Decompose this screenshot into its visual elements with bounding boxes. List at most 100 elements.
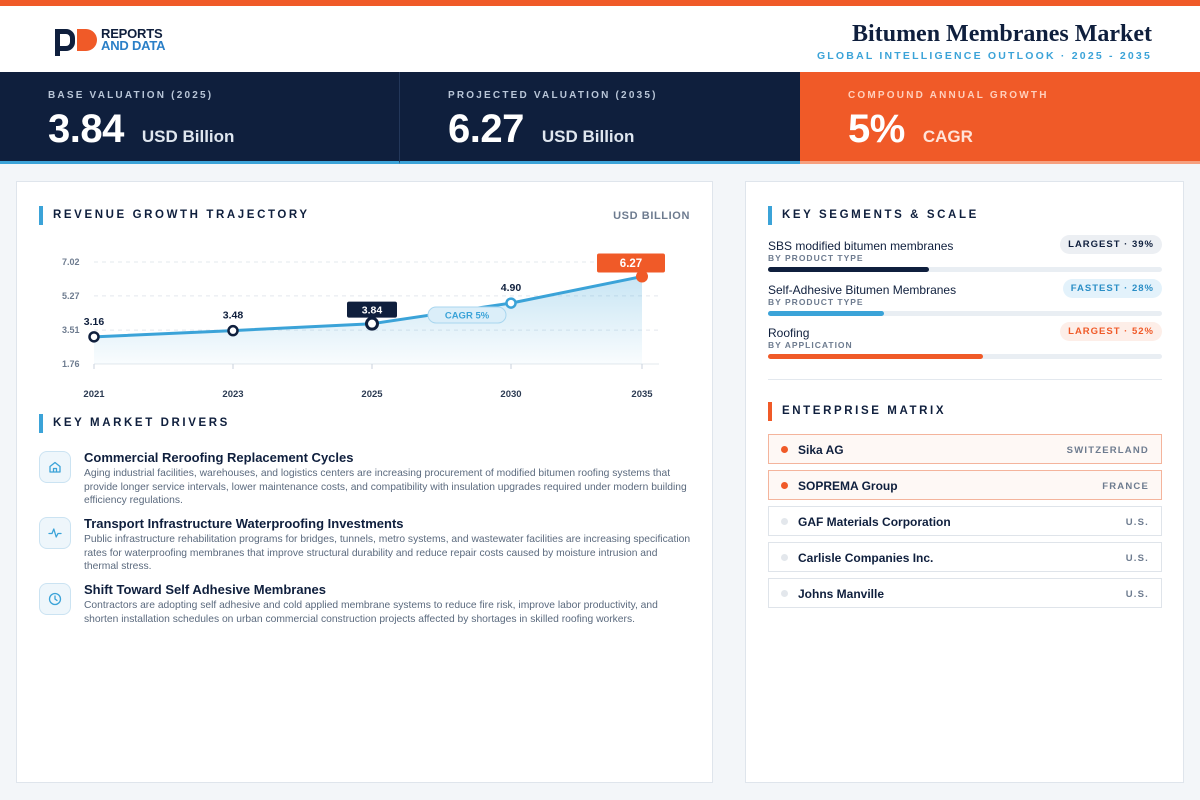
segment-name: Roofing <box>768 326 810 340</box>
revenue-chart: 7.02 5.27 3.51 1.76 2021 2023 2025 2030 2035 CA… <box>62 253 665 400</box>
section-divider <box>768 379 1162 380</box>
data-label: 4.90 <box>501 282 522 294</box>
status-dot-icon <box>781 482 788 489</box>
enterprise-row[interactable]: Carlisle Companies Inc. U.S. <box>768 542 1162 572</box>
driver-title: Transport Infrastructure Waterproofing I… <box>84 516 404 531</box>
kpi-label: PROJECTED VALUATION (2035) <box>448 90 658 101</box>
segment-bar-track <box>768 267 1162 272</box>
data-label: 3.84 <box>362 305 383 317</box>
enterprise-row[interactable]: Sika AG SWITZERLAND <box>768 434 1162 464</box>
enterprise-country: U.S. <box>1125 589 1149 600</box>
kpi-label: BASE VALUATION (2025) <box>48 90 214 101</box>
enterprise-country: U.S. <box>1125 553 1149 564</box>
left-panel: REVENUE GROWTH TRAJECTORY USD BILLION 7.… <box>16 181 713 783</box>
data-labels: 3.16 3.48 3.84 4.90 6.27 <box>84 253 665 328</box>
cagr-pill-label: CAGR 5% <box>445 311 490 322</box>
driver-description: Aging industrial facilities, warehouses,… <box>84 468 687 506</box>
driver-title: Shift Toward Self Adhesive Membranes <box>84 582 326 597</box>
segment-badge: LARGEST · 52% <box>1060 322 1162 341</box>
enterprise-country: U.S. <box>1125 517 1149 528</box>
data-points <box>88 270 648 343</box>
enterprise-country: SWITZERLAND <box>1066 445 1149 456</box>
y-tick-label: 5.27 <box>62 291 80 301</box>
enterprise-section-title: ENTERPRISE MATRIX <box>768 402 946 421</box>
segment-bar-fill <box>768 311 884 316</box>
x-tick-label: 2025 <box>361 389 383 400</box>
kpi-value: 6.27 <box>448 107 524 151</box>
status-dot-icon <box>781 518 788 525</box>
kpi-unit: USD Billion <box>141 127 235 146</box>
segment-bar-track <box>768 354 1162 359</box>
data-point <box>365 316 379 331</box>
kpi-projected-valuation: PROJECTED VALUATION (2035) 6.27 USD Bill… <box>400 72 800 164</box>
clock-icon <box>39 583 71 615</box>
enterprise-row[interactable]: SOPREMA Group FRANCE <box>768 470 1162 500</box>
segment-bar-track <box>768 311 1162 316</box>
segments-section-title: KEY SEGMENTS & SCALE <box>768 206 979 225</box>
kpi-strip: BASE VALUATION (2025) 3.84 USD Billion P… <box>0 72 1200 164</box>
data-label: 6.27 <box>620 258 642 270</box>
segment-bar-fill <box>768 354 984 359</box>
kpi-cagr: COMPOUND ANNUAL GROWTH 5% CAGR <box>800 72 1200 164</box>
enterprise-row[interactable]: GAF Materials Corporation U.S. <box>768 506 1162 536</box>
segment-bar-fill <box>768 267 930 272</box>
enterprise-name: Carlisle Companies Inc. <box>798 551 934 565</box>
data-point <box>505 297 517 309</box>
driver-title: Commercial Reroofing Replacement Cycles <box>84 450 354 465</box>
x-tick-label: 2030 <box>500 389 521 400</box>
top-accent-bar <box>0 0 1200 6</box>
activity-icon <box>39 517 71 549</box>
enterprise-country: FRANCE <box>1102 481 1149 492</box>
segment-badge: FASTEST · 28% <box>1062 279 1162 298</box>
x-axis: 2021 2023 2025 2030 2035 <box>83 364 653 400</box>
x-tick-label: 2023 <box>222 389 243 400</box>
data-label-bg <box>347 301 397 318</box>
data-label: 3.48 <box>223 310 244 322</box>
enterprise-name: GAF Materials Corporation <box>798 515 951 529</box>
kpi-value: 5% <box>848 107 905 151</box>
y-tick-label: 3.51 <box>62 325 80 335</box>
kpi-unit: CAGR <box>922 127 973 146</box>
kpi-unit: USD Billion <box>541 127 635 146</box>
logo-mark-icon <box>55 29 99 56</box>
driver-description: Contractors are adopting self adhesive a… <box>84 600 658 625</box>
kpi-value: 3.84 <box>48 107 124 151</box>
enterprise-name: Johns Manville <box>798 587 885 601</box>
page-header: REPORTS AND DATA Bitumen Membranes Marke… <box>0 6 1200 72</box>
status-dot-icon <box>781 590 788 597</box>
segment-category: BY APPLICATION <box>768 340 853 350</box>
chart-section-title: REVENUE GROWTH TRAJECTORY <box>39 206 310 225</box>
data-label: 3.16 <box>84 316 105 328</box>
y-axis: 7.02 5.27 3.51 1.76 <box>62 257 80 369</box>
y-tick-label: 1.76 <box>62 359 80 369</box>
enterprise-name: SOPREMA Group <box>798 479 898 493</box>
segment-category: BY PRODUCT TYPE <box>768 297 864 307</box>
enterprise-name: Sika AG <box>798 443 844 457</box>
status-dot-icon <box>781 446 788 453</box>
segment-name: SBS modified bitumen membranes <box>768 239 954 253</box>
chart-unit-label: USD BILLION <box>613 210 690 222</box>
segment-name: Self-Adhesive Bitumen Membranes <box>768 283 957 297</box>
segment-category: BY PRODUCT TYPE <box>768 253 864 263</box>
kpi-label: COMPOUND ANNUAL GROWTH <box>848 90 1049 101</box>
x-tick-label: 2035 <box>631 389 653 400</box>
status-dot-icon <box>781 554 788 561</box>
driver-description: Public infrastructure rehabilitation pro… <box>84 534 691 572</box>
home-icon <box>39 451 71 483</box>
kpi-base-valuation: BASE VALUATION (2025) 3.84 USD Billion <box>0 72 400 164</box>
data-point <box>88 331 100 343</box>
y-tick-label: 7.02 <box>62 257 80 267</box>
cagr-pill: CAGR 5% <box>427 306 507 324</box>
x-tick-label: 2021 <box>83 389 105 400</box>
logo-wordmark: REPORTS AND DATA <box>101 26 166 53</box>
cagr-pill-bg <box>427 306 507 324</box>
segment-badge: LARGEST · 39% <box>1060 235 1162 254</box>
page-subtitle: GLOBAL INTELLIGENCE OUTLOOK · 2025 - 203… <box>816 50 1152 62</box>
drivers-section-title: KEY MARKET DRIVERS <box>39 414 230 433</box>
page-title: Bitumen Membranes Market <box>852 21 1152 47</box>
series-area <box>94 276 642 364</box>
data-point <box>227 324 239 337</box>
brand-logo[interactable]: REPORTS AND DATA <box>55 26 166 56</box>
enterprise-row[interactable]: Johns Manville U.S. <box>768 578 1162 608</box>
data-label-bg <box>597 253 665 273</box>
